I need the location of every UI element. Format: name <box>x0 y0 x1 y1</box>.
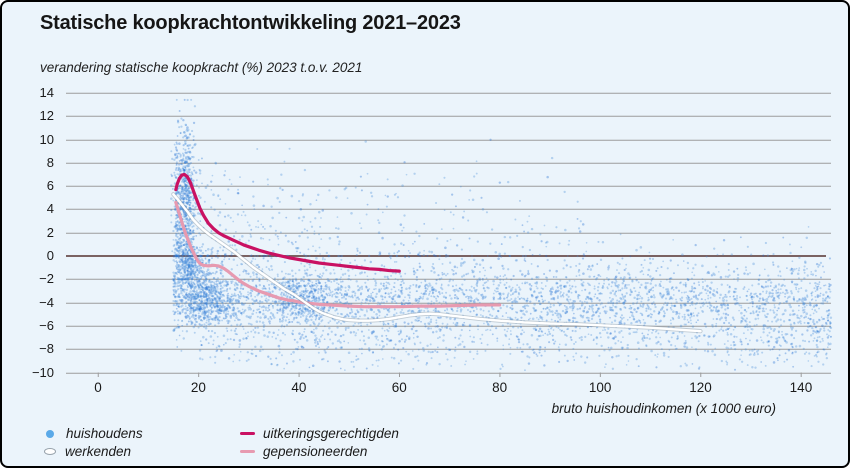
y-tick-label: −2 <box>39 271 54 287</box>
x-tick-label: 100 <box>588 380 612 395</box>
y-tick-label: 6 <box>46 178 54 194</box>
y-tick-label: −10 <box>31 364 54 380</box>
y-tick-label: 2 <box>46 224 54 240</box>
legend-item-werkenden: werkenden <box>44 443 131 460</box>
x-tick-label: 60 <box>391 380 407 395</box>
chart-subtitle: verandering statische koopkracht (%) 202… <box>40 60 363 75</box>
y-tick-label: 10 <box>39 131 54 147</box>
x-tick-label: 80 <box>492 380 508 395</box>
legend-item-uitkeringsgerechtigden: uitkeringsgerechtigden <box>240 425 399 442</box>
x-tick-label: 40 <box>291 380 307 395</box>
legend-label: werkenden <box>65 444 132 459</box>
x-tick-label: 120 <box>689 380 712 395</box>
legend-item-huishoudens: huishoudens <box>46 425 143 442</box>
y-tick-label: 12 <box>39 108 54 124</box>
y-tick-label: 0 <box>46 248 54 263</box>
x-tick-label: 0 <box>94 380 102 395</box>
huishoudens-dot-icon <box>46 429 54 438</box>
y-tick-label: −4 <box>39 294 54 310</box>
legend-label: uitkeringsgerechtigden <box>263 426 399 441</box>
chart-title: Statische koopkrachtontwikkeling 2021–20… <box>40 12 461 34</box>
x-tick-label: 20 <box>190 380 206 395</box>
legend-label: huishoudens <box>66 426 143 441</box>
y-tick-label: −6 <box>39 317 54 333</box>
y-tick-label: −8 <box>39 341 54 357</box>
x-tick-label: 140 <box>789 380 813 395</box>
x-axis-title: bruto huishoudinkomen (x 1000 euro) <box>551 401 776 416</box>
y-tick-label: 8 <box>46 154 54 170</box>
y-tick-label: 4 <box>46 201 54 217</box>
uitkeringsgerechtigden-line-icon <box>240 431 255 436</box>
y-tick-label: 14 <box>39 84 54 100</box>
legend-item-gepensioneerden: gepensioneerden <box>240 443 367 460</box>
gepensioneerden-line-icon <box>240 449 255 454</box>
legend-label: gepensioneerden <box>263 444 368 459</box>
werkenden-line-icon <box>44 448 56 455</box>
